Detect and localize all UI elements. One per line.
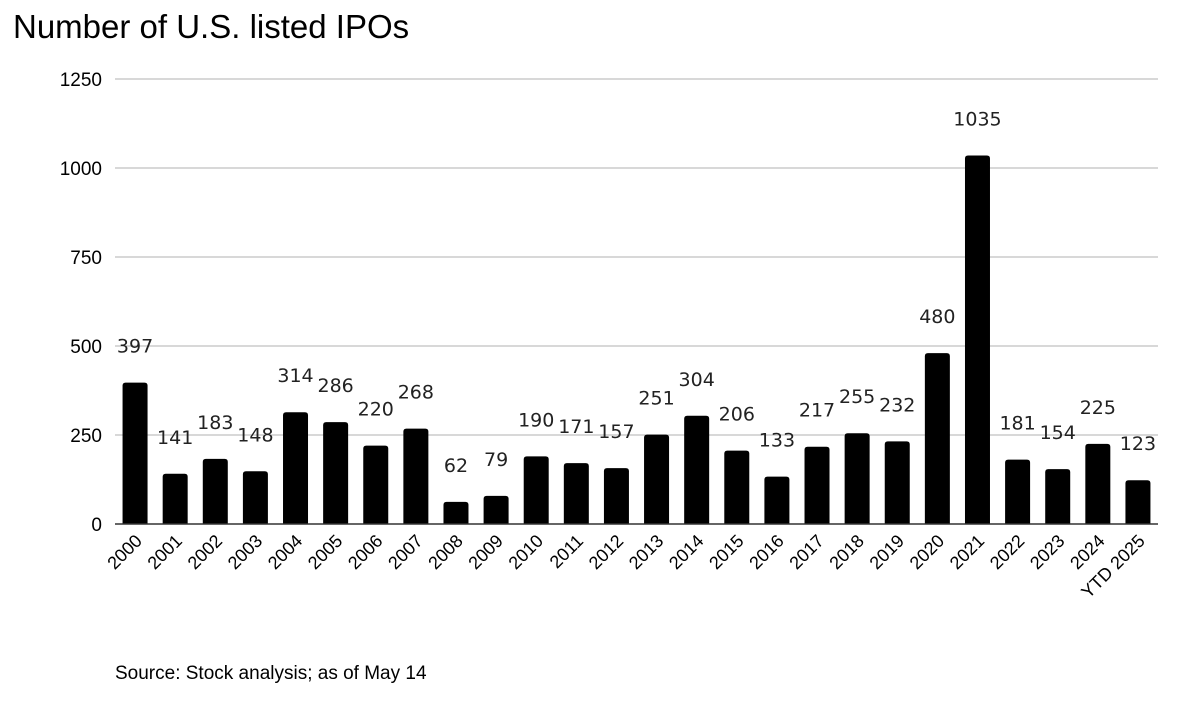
data-label: 397 bbox=[117, 336, 153, 358]
data-label: 171 bbox=[558, 416, 594, 438]
data-label: 255 bbox=[839, 386, 875, 408]
data-label: 123 bbox=[1120, 433, 1156, 455]
bar bbox=[644, 434, 670, 524]
data-label: 206 bbox=[719, 404, 755, 426]
x-tick-label: 2020 bbox=[906, 531, 948, 573]
x-tick-label: 2002 bbox=[184, 531, 226, 573]
bar bbox=[283, 412, 309, 524]
x-tick-label: 2014 bbox=[665, 531, 707, 573]
x-tick-label: 2012 bbox=[585, 531, 627, 573]
data-label: 157 bbox=[598, 421, 634, 443]
data-label: 314 bbox=[277, 365, 313, 387]
x-tick-label: 2000 bbox=[103, 531, 145, 573]
y-tick-label: 500 bbox=[70, 337, 102, 358]
x-tick-label: 2010 bbox=[505, 531, 547, 573]
y-tick-label: 1250 bbox=[60, 70, 102, 91]
chart-title: Number of U.S. listed IPOs bbox=[13, 8, 410, 45]
bar bbox=[242, 471, 268, 524]
bar bbox=[363, 445, 389, 524]
x-tick-label: 2007 bbox=[384, 531, 426, 573]
data-label: 304 bbox=[679, 369, 715, 391]
data-label: 480 bbox=[919, 306, 955, 328]
data-label: 154 bbox=[1040, 422, 1076, 444]
gridlines bbox=[115, 78, 1158, 436]
bar bbox=[603, 468, 629, 524]
x-tick-label: 2011 bbox=[546, 531, 588, 573]
bar bbox=[443, 501, 469, 524]
data-label: 183 bbox=[197, 412, 233, 434]
data-label: 79 bbox=[484, 449, 508, 471]
x-tick-label: 2004 bbox=[264, 531, 306, 573]
data-label: 225 bbox=[1080, 397, 1116, 419]
bar bbox=[162, 473, 188, 524]
bar bbox=[323, 422, 349, 524]
bar bbox=[684, 415, 710, 524]
x-tick-label: 2023 bbox=[1026, 531, 1068, 573]
data-label: 1035 bbox=[953, 109, 1001, 131]
bar bbox=[1085, 443, 1111, 524]
x-tick-label: 2003 bbox=[224, 531, 266, 573]
x-tick-label: 2013 bbox=[625, 531, 667, 573]
x-tick-label: 2009 bbox=[464, 531, 506, 573]
data-label: 62 bbox=[444, 455, 468, 477]
bar bbox=[403, 428, 429, 524]
data-label: 141 bbox=[157, 427, 193, 449]
data-label: 190 bbox=[518, 409, 554, 431]
bar bbox=[563, 463, 589, 524]
x-tick-label: 2021 bbox=[946, 531, 988, 573]
bar bbox=[1125, 480, 1151, 524]
data-label: 181 bbox=[999, 413, 1035, 435]
bar bbox=[844, 433, 870, 524]
x-tick-label: 2017 bbox=[785, 531, 827, 573]
y-tick-label: 0 bbox=[91, 515, 102, 536]
y-axis-ticks: 0 250 500 750 1000 1250 bbox=[60, 70, 102, 536]
bar bbox=[724, 450, 750, 524]
x-tick-label: 2005 bbox=[304, 531, 346, 573]
bar bbox=[523, 456, 549, 524]
data-label: 286 bbox=[318, 375, 354, 397]
data-label: 217 bbox=[799, 400, 835, 422]
bar bbox=[924, 353, 950, 524]
data-label: 232 bbox=[879, 394, 915, 416]
x-tick-label: 2016 bbox=[745, 531, 787, 573]
bar bbox=[964, 155, 990, 525]
source-note: Source: Stock analysis; as of May 14 bbox=[115, 663, 427, 684]
x-axis-ticks: 2000200120022003200420052006200720082009… bbox=[103, 531, 1148, 602]
bar bbox=[764, 476, 790, 524]
data-label: 251 bbox=[638, 388, 674, 410]
x-tick-label: 2019 bbox=[866, 531, 908, 573]
bar bbox=[202, 458, 228, 524]
bar bbox=[1045, 469, 1071, 524]
x-tick-label: 2001 bbox=[144, 531, 186, 573]
y-tick-label: 1000 bbox=[60, 159, 102, 180]
bar bbox=[483, 495, 509, 524]
bars bbox=[122, 155, 1151, 525]
x-tick-label: 2018 bbox=[826, 531, 868, 573]
y-tick-label: 750 bbox=[70, 248, 102, 269]
x-tick-label: 2006 bbox=[344, 531, 386, 573]
bar bbox=[122, 382, 148, 524]
data-label: 268 bbox=[398, 382, 434, 404]
bar bbox=[884, 441, 910, 524]
y-tick-label: 250 bbox=[70, 426, 102, 447]
x-tick-label: 2008 bbox=[424, 531, 466, 573]
x-tick-label: 2022 bbox=[986, 531, 1028, 573]
data-label: 220 bbox=[358, 399, 394, 421]
bar bbox=[804, 446, 830, 524]
data-label: 148 bbox=[237, 424, 273, 446]
x-tick-label: 2015 bbox=[705, 531, 747, 573]
data-label: 133 bbox=[759, 430, 795, 452]
bar bbox=[1005, 459, 1031, 524]
